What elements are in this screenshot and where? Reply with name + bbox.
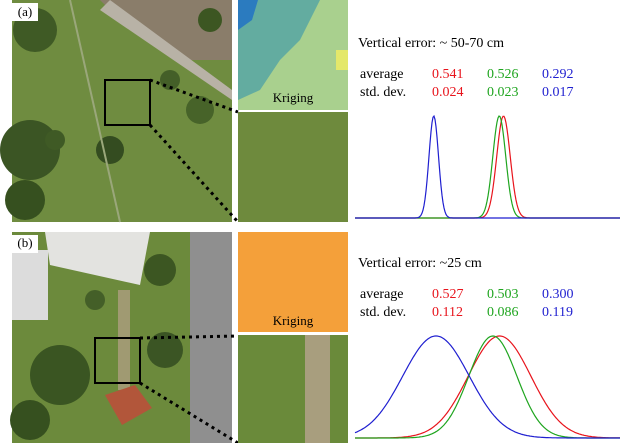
zoom-image-a bbox=[238, 112, 348, 222]
average-value: 0.526 bbox=[487, 67, 519, 82]
histogram-curve bbox=[355, 336, 620, 438]
average-value: 0.527 bbox=[432, 287, 464, 302]
std-value: 0.024 bbox=[432, 85, 464, 100]
kriging-label: Kriging bbox=[273, 313, 314, 328]
zoom-image-b bbox=[238, 335, 348, 443]
average-value: 0.292 bbox=[542, 67, 574, 82]
histogram-curve bbox=[355, 116, 620, 218]
kriging-label: Kriging bbox=[273, 90, 314, 105]
histograms bbox=[355, 116, 620, 438]
histogram-curve bbox=[355, 336, 620, 438]
std-value: 0.086 bbox=[487, 305, 519, 320]
figure: Kriging (a) Kriging (b) Vertical error: … bbox=[0, 0, 625, 443]
average-value: 0.300 bbox=[542, 287, 574, 302]
vertical-error: Vertical error: ~ 50-70 cm bbox=[358, 36, 504, 51]
stats: average std. dev. 0.541 0.024 0.526 0.023 0.29… bbox=[360, 67, 574, 320]
panel-label: (a) bbox=[18, 4, 32, 19]
histogram-curve bbox=[355, 116, 620, 218]
histogram-curve bbox=[355, 116, 620, 218]
row-label: average bbox=[360, 287, 404, 302]
row-label: average bbox=[360, 67, 404, 82]
std-value: 0.017 bbox=[542, 85, 574, 100]
std-value: 0.023 bbox=[487, 85, 519, 100]
aerial-image-a bbox=[0, 0, 232, 222]
std-value: 0.119 bbox=[542, 305, 573, 320]
std-value: 0.112 bbox=[432, 305, 463, 320]
average-value: 0.503 bbox=[487, 287, 519, 302]
histogram-curve bbox=[355, 336, 620, 438]
vertical-error: Vertical error: ~25 cm bbox=[358, 256, 482, 271]
panel-label: (b) bbox=[17, 235, 32, 250]
average-value: 0.541 bbox=[432, 67, 464, 82]
row-label: std. dev. bbox=[360, 85, 406, 100]
row-label: std. dev. bbox=[360, 305, 406, 320]
